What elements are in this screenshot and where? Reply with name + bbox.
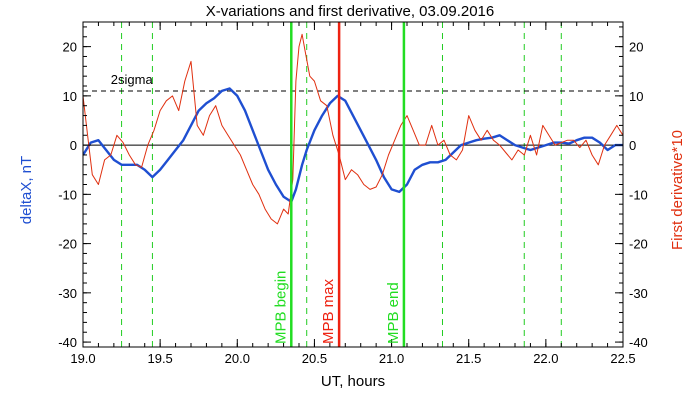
y-axis-left-label: deltaX, nT xyxy=(18,156,35,224)
threshold-label: 2sigma xyxy=(111,72,154,87)
x-tick-label-7: 22.5 xyxy=(610,351,635,366)
y-left-tick-label-3: -10 xyxy=(58,187,77,202)
y-left-tick-label-1: 10 xyxy=(63,89,77,104)
marker-label-end: MPB end xyxy=(385,282,402,344)
y-left-tick-label-4: -20 xyxy=(58,237,77,252)
plot-frame xyxy=(82,21,624,348)
x-tick-label-3: 20.5 xyxy=(302,351,327,366)
chart-title: X-variations and first derivative, 03.09… xyxy=(206,3,495,20)
marker-label-max: MPB max xyxy=(320,278,337,344)
x-tick-label-0: 19.0 xyxy=(70,351,95,366)
marker-label-begin: MPB begin xyxy=(272,271,289,344)
y-left-tick-label-2: 0 xyxy=(70,138,77,153)
y-right-tick-label-4: -20 xyxy=(629,237,648,252)
y-right-tick-label-0: 20 xyxy=(629,40,643,55)
y-right-tick-label-6: -40 xyxy=(629,335,648,350)
x-axis: 19.0 19.5 20.0 20.5 21.0 21.5 22.0 22.5 xyxy=(70,22,636,366)
x-tick-label-1: 19.5 xyxy=(147,351,172,366)
y-right-tick-label-5: -30 xyxy=(629,286,648,301)
series-line-deltaX xyxy=(83,87,623,203)
y-right-tick-label-1: 10 xyxy=(629,89,643,104)
x-tick-label-2: 20.0 xyxy=(225,351,250,366)
y-right-tick-label-2: 0 xyxy=(629,138,636,153)
x-axis-label: UT, hours xyxy=(321,373,385,390)
series-line-derivative xyxy=(83,33,623,225)
y-axis-right-label: First derivative*10 xyxy=(669,130,686,250)
plot-area xyxy=(83,22,623,347)
y-left-tick-label-5: -30 xyxy=(58,286,77,301)
y-right-tick-label-3: -10 xyxy=(629,187,648,202)
x-tick-label-5: 21.5 xyxy=(456,351,481,366)
x-tick-label-4: 21.0 xyxy=(379,351,404,366)
x-tick-label-6: 22.0 xyxy=(533,351,558,366)
y-left-tick-label-6: -40 xyxy=(58,335,77,350)
y-left-tick-label-0: 20 xyxy=(63,40,77,55)
y-axis-left: 20 10 0 -10 -20 -30 -40 xyxy=(58,26,91,350)
y-axis-right: 20 10 0 -10 -20 -30 -40 xyxy=(615,26,648,350)
